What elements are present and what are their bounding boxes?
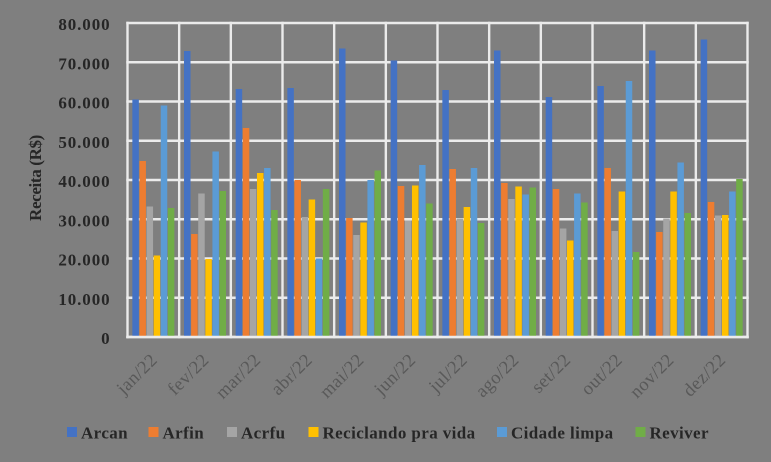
svg-text:Arcan: Arcan: [81, 424, 128, 443]
svg-text:60.000: 60.000: [58, 94, 110, 113]
svg-text:20.000: 20.000: [58, 251, 110, 270]
svg-text:Arfin: Arfin: [163, 424, 205, 443]
svg-text:Cidade limpa: Cidade limpa: [511, 424, 614, 443]
svg-text:70.000: 70.000: [58, 54, 110, 73]
svg-text:40.000: 40.000: [58, 172, 110, 191]
svg-text:Acrfu: Acrfu: [241, 424, 285, 443]
svg-text:Reviver: Reviver: [650, 424, 709, 443]
svg-text:Reciclando pra vida: Reciclando pra vida: [323, 424, 476, 443]
svg-text:50.000: 50.000: [58, 133, 110, 152]
svg-text:80.000: 80.000: [58, 15, 110, 34]
svg-text:0: 0: [101, 329, 110, 348]
svg-text:Receita (R$): Receita (R$): [26, 135, 45, 221]
svg-text:30.000: 30.000: [58, 211, 110, 230]
svg-text:10.000: 10.000: [58, 290, 110, 309]
